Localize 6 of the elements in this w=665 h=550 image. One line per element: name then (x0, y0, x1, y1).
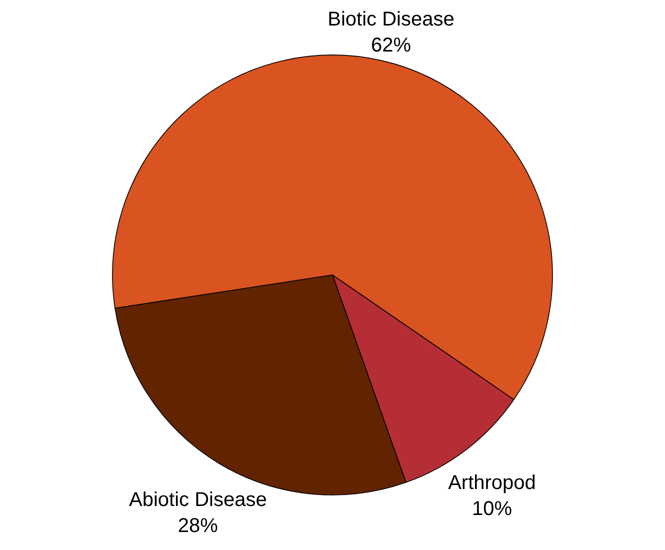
slice-label: Abiotic Disease (129, 488, 267, 511)
slice-label: Biotic Disease (328, 8, 454, 31)
slice-label: Arthropod (448, 472, 536, 494)
data-label: 10% (472, 498, 512, 520)
data-label: 28% (178, 514, 218, 537)
data-label: 62% (370, 34, 412, 57)
